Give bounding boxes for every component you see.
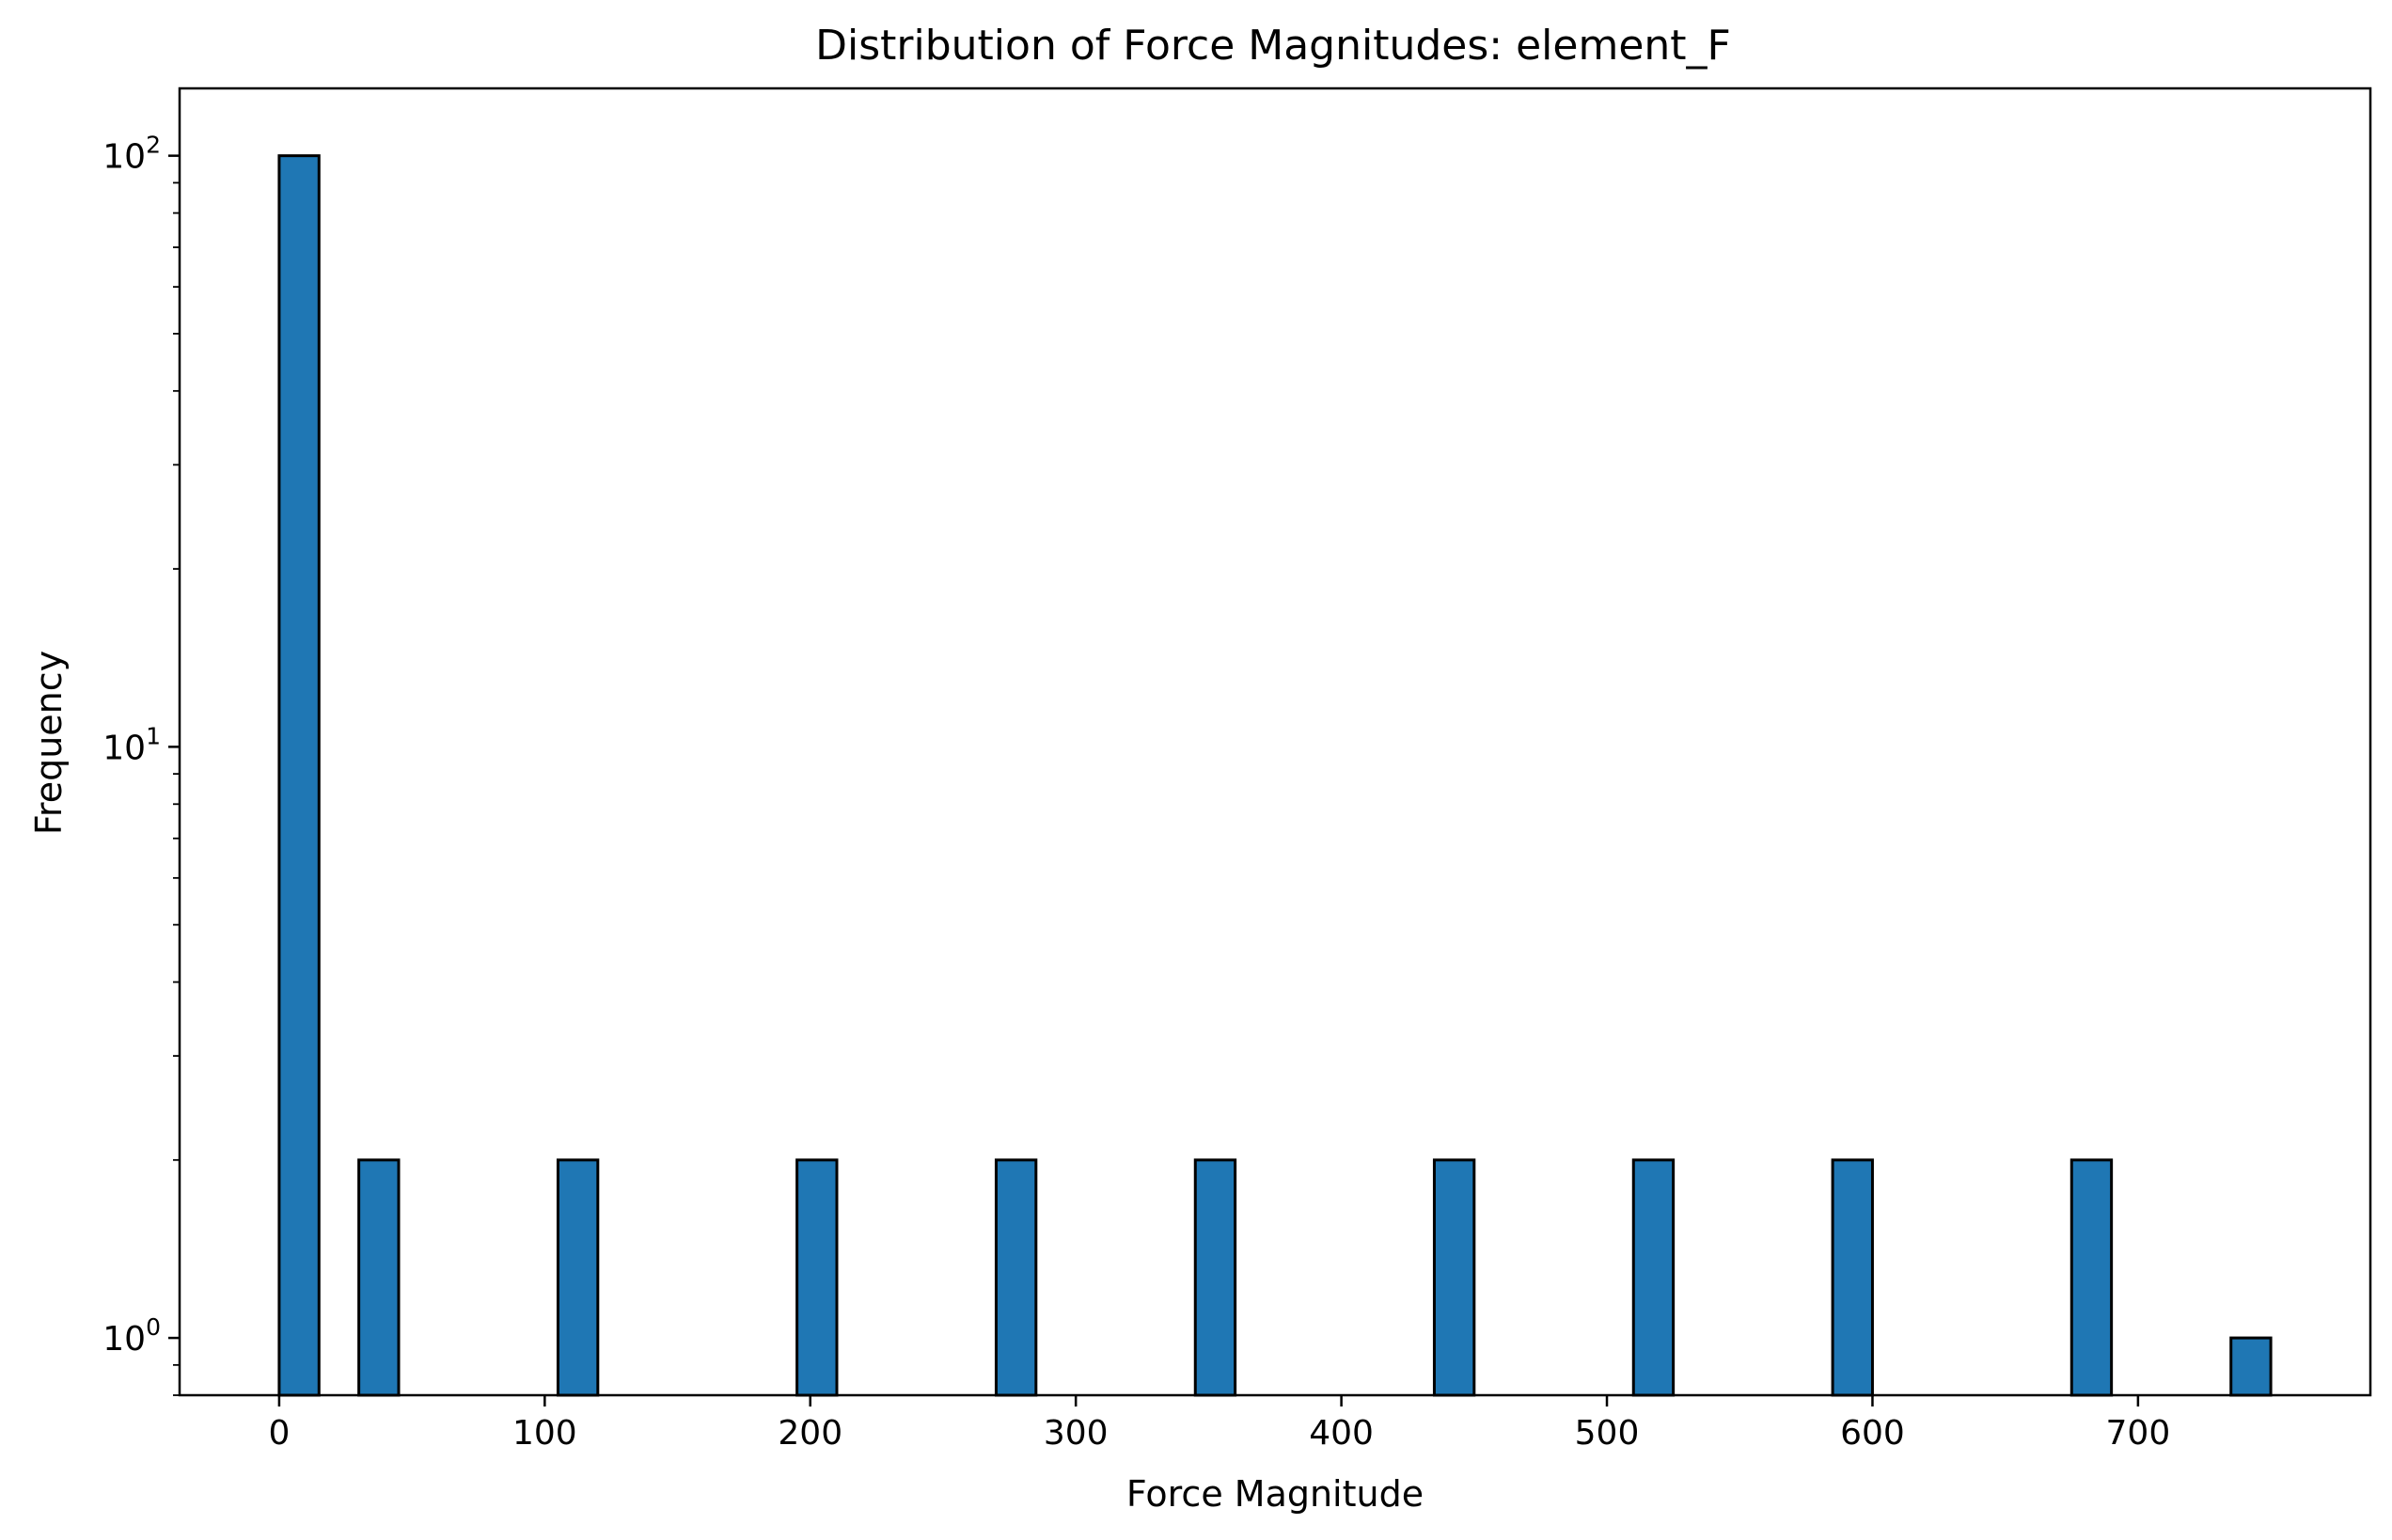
bars-group bbox=[277, 154, 2273, 1397]
x-tick-label: 400 bbox=[1309, 1414, 1374, 1453]
histogram-bar-1 bbox=[357, 1158, 401, 1397]
histogram-bar-2 bbox=[556, 1158, 600, 1397]
y-axis-label: Frequency bbox=[28, 651, 70, 835]
y-tick-label: 102 bbox=[102, 132, 161, 177]
x-axis-ticks: 0 100 200 300 400 500 600 700 bbox=[268, 1395, 2170, 1453]
y-tick-label: 101 bbox=[102, 722, 161, 767]
x-tick-label: 300 bbox=[1044, 1414, 1109, 1453]
histogram-bar-4 bbox=[994, 1158, 1038, 1397]
histogram-bar-7 bbox=[1631, 1158, 1676, 1397]
y-axis-ticks: 100 101 102 bbox=[102, 132, 180, 1396]
histogram-bar-10 bbox=[2229, 1336, 2273, 1397]
histogram-bar-9 bbox=[2069, 1158, 2114, 1397]
plot-area-frame bbox=[178, 86, 2372, 1397]
x-tick-label: 500 bbox=[1575, 1414, 1640, 1453]
histogram-bar-3 bbox=[795, 1158, 839, 1397]
histogram-bar-8 bbox=[1831, 1158, 1874, 1397]
x-tick-label: 600 bbox=[1840, 1414, 1905, 1453]
x-tick-label: 200 bbox=[778, 1414, 842, 1453]
x-tick-label: 0 bbox=[268, 1414, 290, 1453]
histogram-bar-6 bbox=[1432, 1158, 1476, 1397]
x-tick-label: 100 bbox=[512, 1414, 577, 1453]
chart-title: Distribution of Force Magnitudes: elemen… bbox=[815, 22, 1731, 70]
histogram-bar-5 bbox=[1193, 1158, 1237, 1397]
y-tick-label: 100 bbox=[102, 1313, 161, 1359]
histogram-bar-0 bbox=[277, 154, 321, 1397]
x-tick-label: 700 bbox=[2106, 1414, 2171, 1453]
x-axis-label: Force Magnitude bbox=[1126, 1473, 1424, 1515]
